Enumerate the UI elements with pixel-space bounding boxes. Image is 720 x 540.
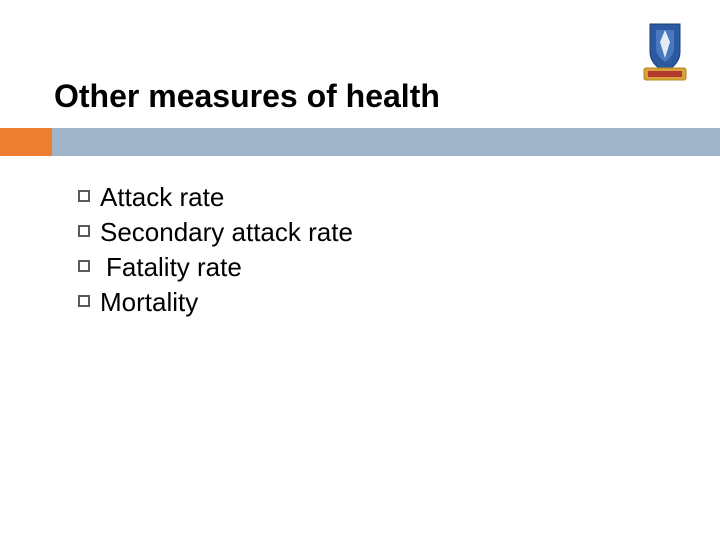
bullet-list: Attack rate Secondary attack rate Fatali… [78,180,660,320]
list-item-label: Secondary attack rate [100,215,353,250]
university-crest-logo [638,18,692,88]
list-item-label: Attack rate [100,180,224,215]
list-item: Secondary attack rate [78,215,660,250]
square-bullet-icon [78,225,90,237]
title-underline [0,128,720,156]
list-item-label: Mortality [100,285,198,320]
slide-title: Other measures of health [54,78,440,115]
list-item: Mortality [78,285,660,320]
slide: Other measures of health Attack rate Sec… [0,0,720,540]
title-underline-accent [0,128,52,156]
slide-content: Attack rate Secondary attack rate Fatali… [78,180,660,320]
list-item-label: Fatality rate [100,250,242,285]
title-underline-main [52,128,720,156]
list-item: Fatality rate [78,250,660,285]
square-bullet-icon [78,190,90,202]
square-bullet-icon [78,260,90,272]
list-item: Attack rate [78,180,660,215]
square-bullet-icon [78,295,90,307]
